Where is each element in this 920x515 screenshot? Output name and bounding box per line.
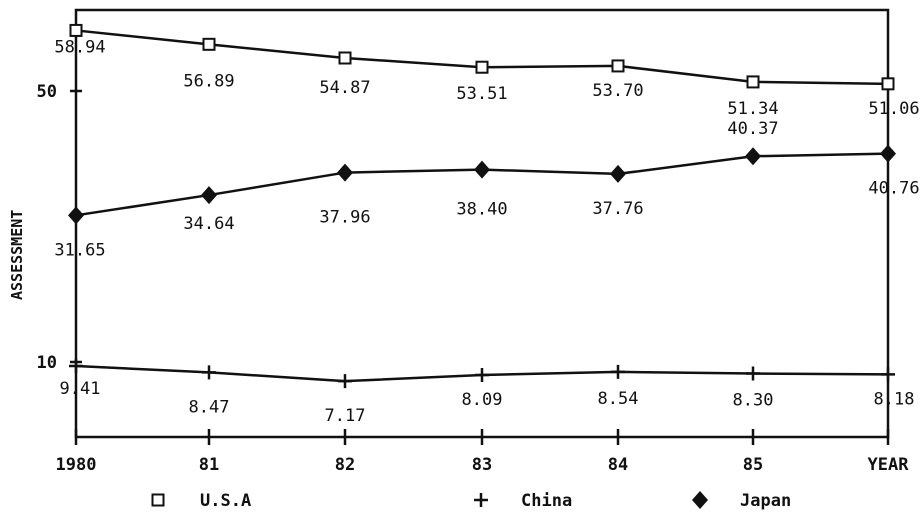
data-point xyxy=(202,37,216,51)
data-point xyxy=(611,364,625,379)
data-label: 58.94 xyxy=(54,37,105,57)
x-tick-label: 85 xyxy=(743,455,763,475)
data-label: 31.65 xyxy=(54,240,105,260)
data-label: 34.64 xyxy=(183,214,234,234)
data-label: 40.76 xyxy=(868,179,919,199)
legend-label: Japan xyxy=(740,491,791,511)
data-point xyxy=(745,147,761,166)
legend-label: China xyxy=(521,491,572,511)
data-point xyxy=(475,60,489,74)
data-label: 51.06 xyxy=(868,99,919,119)
data-point xyxy=(475,367,489,382)
label-layer: 58.94 56.89 54.87 53.51 53.70 51.34 51.06 9.41 8… xyxy=(54,37,919,426)
data-label: 56.89 xyxy=(183,71,234,91)
data-point xyxy=(338,51,352,65)
legend-label: U.S.A xyxy=(200,491,251,511)
data-label: 8.54 xyxy=(598,389,639,409)
x-tick-label: YEAR xyxy=(868,455,910,475)
data-point xyxy=(201,186,217,205)
data-label: 51.34 xyxy=(727,99,778,119)
x-tick-label: 83 xyxy=(472,455,492,475)
y-tick-label: 50 xyxy=(37,82,57,102)
data-label: 8.30 xyxy=(733,391,774,411)
data-label: 9.41 xyxy=(60,379,101,399)
data-label: 8.09 xyxy=(462,390,503,410)
legend-marker xyxy=(692,491,708,509)
data-point xyxy=(746,366,760,381)
data-label: 37.96 xyxy=(319,208,370,228)
data-point xyxy=(68,206,84,225)
data-label: 54.87 xyxy=(319,78,370,98)
axis-layer: 1980 81 82 83 84 85 YEAR 50 10 xyxy=(37,82,910,475)
data-point xyxy=(610,164,626,183)
data-point xyxy=(611,59,625,73)
data-label: 37.76 xyxy=(592,199,643,219)
series-layer xyxy=(68,23,896,389)
data-point xyxy=(474,160,490,179)
data-point xyxy=(69,358,83,373)
legend: U.S.A China Japan xyxy=(151,491,791,511)
x-tick-label: 81 xyxy=(199,455,219,475)
data-label: 38.40 xyxy=(456,200,507,220)
x-tick-label: 84 xyxy=(608,455,628,475)
data-point xyxy=(69,23,83,37)
x-tick-label: 82 xyxy=(335,455,355,475)
data-label: 40.37 xyxy=(727,119,778,139)
data-label: 8.18 xyxy=(874,389,915,409)
data-point xyxy=(337,163,353,182)
data-point xyxy=(881,77,895,91)
data-point xyxy=(746,75,760,89)
y-axis-title: ASSESSMENT xyxy=(8,210,26,300)
legend-item: U.S.A xyxy=(151,491,251,511)
data-point xyxy=(880,144,896,163)
data-point xyxy=(338,374,352,389)
data-label: 53.51 xyxy=(456,84,507,104)
legend-marker xyxy=(474,493,488,507)
legend-item: Japan xyxy=(692,491,791,511)
data-label: 7.17 xyxy=(325,406,366,426)
legend-marker xyxy=(151,493,165,507)
data-label: 53.70 xyxy=(592,81,643,101)
data-point xyxy=(881,367,895,382)
y-tick-label: 10 xyxy=(37,353,57,373)
legend-item: China xyxy=(474,491,572,511)
x-tick-label: 1980 xyxy=(56,455,97,475)
data-point xyxy=(202,365,216,380)
data-label: 8.47 xyxy=(189,397,230,417)
